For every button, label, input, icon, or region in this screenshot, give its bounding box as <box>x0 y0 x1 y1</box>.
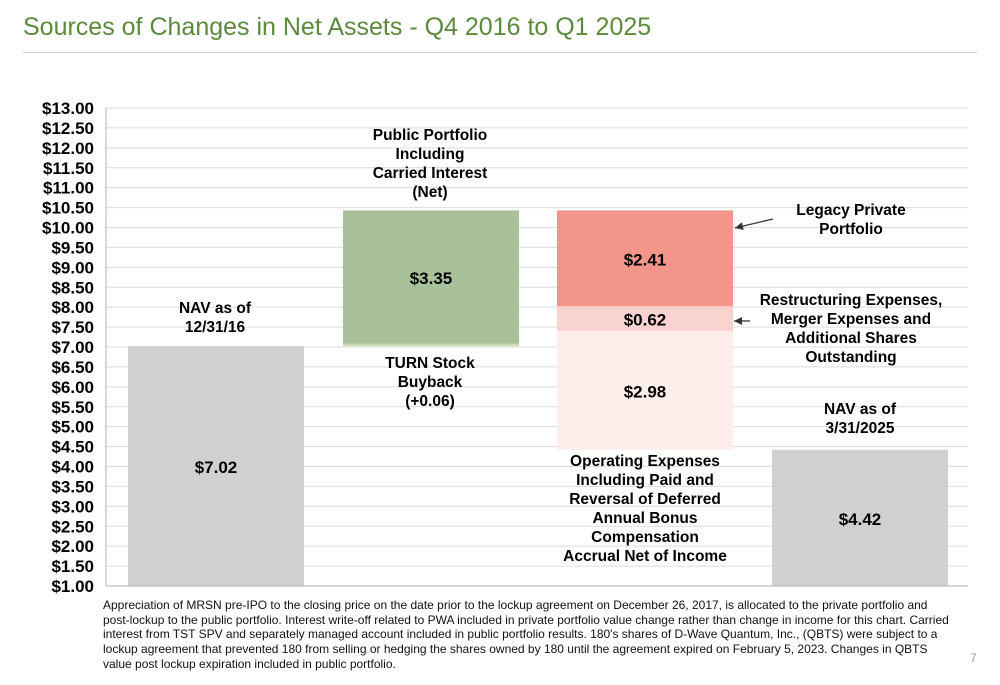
annotation-line: Buyback <box>398 374 463 391</box>
annotation-line: Reversal of Deferred <box>569 491 721 508</box>
annotation-line: (Net) <box>412 184 447 201</box>
y-tick-label: $5.50 <box>51 398 94 417</box>
annotation-line: Additional Shares <box>785 330 917 347</box>
annotation-line: NAV as of <box>179 300 252 317</box>
pointer-arrow-head <box>734 317 742 325</box>
y-tick-label: $12.50 <box>42 119 94 138</box>
annotation-line: Portfolio <box>819 221 883 238</box>
y-tick-label: $7.00 <box>51 338 94 357</box>
pointer-arrow-head <box>735 222 744 231</box>
y-tick-label: $2.00 <box>51 537 94 556</box>
y-tick-label: $3.50 <box>51 477 94 496</box>
y-tick-label: $13.00 <box>42 99 94 118</box>
y-tick-label: $2.50 <box>51 517 94 536</box>
footnote: Appreciation of MRSN pre-IPO to the clos… <box>103 598 949 671</box>
y-tick-label: $11.50 <box>43 159 94 178</box>
bar-value-label: $4.42 <box>839 510 882 529</box>
annotation-line: 12/31/16 <box>185 319 246 336</box>
annotation-line: Annual Bonus <box>592 510 697 527</box>
annotation-line: Carried Interest <box>373 165 488 182</box>
annotation-text: NAV as of 12/31/16 <box>179 300 252 336</box>
y-tick-label: $12.00 <box>42 139 94 158</box>
y-tick-label: $8.00 <box>51 298 94 317</box>
bar-segment <box>557 331 733 450</box>
bar-segments <box>128 210 948 586</box>
page-number: 7 <box>970 651 977 665</box>
bar-segment <box>557 210 733 307</box>
bar-value-label: $7.02 <box>195 458 238 477</box>
annotation-line: NAV as of <box>824 401 897 418</box>
slide-title: Sources of Changes in Net Assets - Q4 20… <box>23 13 652 41</box>
annotation-text: NAV as of 3/31/2025 <box>824 401 897 437</box>
annotation-line: Accrual Net of Income <box>563 548 727 565</box>
y-tick-label: $3.00 <box>51 497 94 516</box>
annotation-line: Restructuring Expenses, <box>760 292 943 309</box>
y-tick-label: $9.50 <box>51 238 94 257</box>
annotation-line: (+0.06) <box>405 393 455 410</box>
annotation-line: 3/31/2025 <box>826 420 895 437</box>
annotation-line: Including Paid and <box>576 472 714 489</box>
annotation-line: Legacy Private <box>796 202 906 219</box>
title-divider <box>23 52 977 53</box>
y-tick-label: $7.50 <box>51 318 94 337</box>
axes <box>105 108 968 587</box>
y-tick-label: $8.50 <box>51 278 94 297</box>
annotation-line: Public Portfolio <box>373 127 488 144</box>
bar-value-label: $2.98 <box>624 382 667 401</box>
bar-value-label: $2.41 <box>624 250 667 269</box>
y-tick-label: $5.00 <box>51 418 94 437</box>
y-tick-label: $9.00 <box>51 258 94 277</box>
annotation-text: Public Portfolio Including Carried Interes… <box>373 127 488 201</box>
bar-value-label: $0.62 <box>624 311 667 330</box>
annotation-text: Restructuring Expenses, Merger Expenses a… <box>760 292 943 366</box>
waterfall-chart: $1.00$1.50$2.00$2.50$3.00$3.50$4.00$4.50… <box>42 99 968 596</box>
bar-value-label: $3.35 <box>410 269 453 288</box>
y-tick-label: $4.00 <box>51 458 94 477</box>
y-tick-label: $10.00 <box>42 219 94 238</box>
annotation-line: Operating Expenses <box>570 453 720 470</box>
y-tick-label: $11.00 <box>43 179 94 198</box>
y-tick-label: $4.50 <box>51 438 94 457</box>
y-tick-label: $6.00 <box>51 378 94 397</box>
bar-segment <box>557 306 733 332</box>
y-axis-tick-labels: $1.00$1.50$2.00$2.50$3.00$3.50$4.00$4.50… <box>42 99 94 596</box>
annotation-line: Merger Expenses and <box>771 311 931 328</box>
annotations: NAV as of 12/31/16 Public Portfolio Includi… <box>179 127 942 565</box>
bar-segment <box>128 346 304 586</box>
annotation-line: Compensation <box>591 529 699 546</box>
y-tick-label: $1.00 <box>51 577 94 596</box>
y-tick-label: $6.50 <box>51 358 94 377</box>
annotation-text: Operating Expenses Including Paid and Reve… <box>563 453 727 565</box>
bar-segment <box>772 449 948 586</box>
value-labels: $7.02 $3.35 $2.41 $0.62 $2.98 $4.42 <box>195 250 882 529</box>
annotation-line: Outstanding <box>805 349 896 366</box>
annotation-line: TURN Stock <box>385 355 475 372</box>
annotation-text: TURN Stock Buyback (+0.06) <box>385 355 475 410</box>
y-tick-label: $1.50 <box>51 557 94 576</box>
annotation-text: Legacy Private Portfolio <box>796 202 906 238</box>
bar-segment <box>343 210 519 344</box>
y-tick-label: $10.50 <box>42 199 94 218</box>
bar-segment <box>343 343 519 347</box>
annotation-line: Including <box>396 146 465 163</box>
